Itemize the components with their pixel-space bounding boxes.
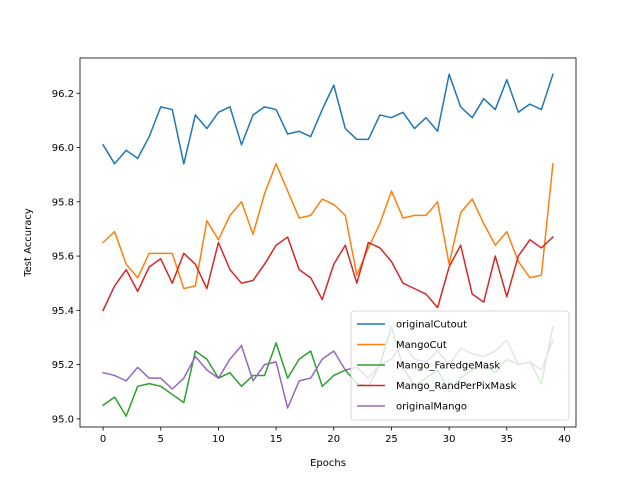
plot-frame [79, 57, 577, 428]
legend-label: MangoCut [396, 340, 447, 351]
x-tick-label: 5 [158, 434, 164, 445]
y-axis-ticks: 95.0 95.2 95.4 95.6 95.8 96.0 96.2 [52, 89, 80, 425]
y-tick-label: 95.2 [52, 360, 74, 371]
y-tick-label: 95.8 [52, 197, 74, 208]
legend-box [350, 310, 570, 421]
legend: originalCutout MangoCut Mango_FaredgeMask M… [350, 310, 570, 421]
x-axis-ticks: 0 5 10 15 20 25 30 35 40 [100, 427, 571, 445]
x-tick-label: 15 [270, 434, 283, 445]
x-tick-label: 35 [500, 434, 513, 445]
y-tick-label: 95.6 [52, 252, 74, 263]
y-tick-label: 96.0 [52, 143, 74, 154]
x-tick-label: 30 [443, 434, 456, 445]
x-tick-label: 20 [327, 434, 340, 445]
x-tick-label: 40 [558, 434, 571, 445]
y-axis-title: Test Accuracy [23, 208, 34, 278]
y-tick-label: 95.4 [52, 306, 74, 317]
series-line-originalcutout [102, 73, 554, 165]
x-tick-label: 0 [100, 434, 106, 445]
legend-label: originalMango [396, 402, 467, 413]
legend-items: originalCutout MangoCut Mango_FaredgeMask M… [357, 320, 517, 413]
series-line-mango-randperpixmask [102, 236, 554, 312]
y-tick-label: 96.2 [52, 89, 74, 100]
x-tick-label: 25 [385, 434, 398, 445]
y-tick-label: 95.0 [52, 414, 74, 425]
legend-label: Mango_RandPerPixMask [396, 381, 517, 392]
x-tick-label: 10 [212, 434, 225, 445]
legend-label: originalCutout [396, 320, 467, 331]
legend-label: Mango_FaredgeMask [396, 361, 500, 372]
x-axis-title: Epochs [310, 458, 346, 469]
series-line-mangocut [102, 162, 554, 290]
